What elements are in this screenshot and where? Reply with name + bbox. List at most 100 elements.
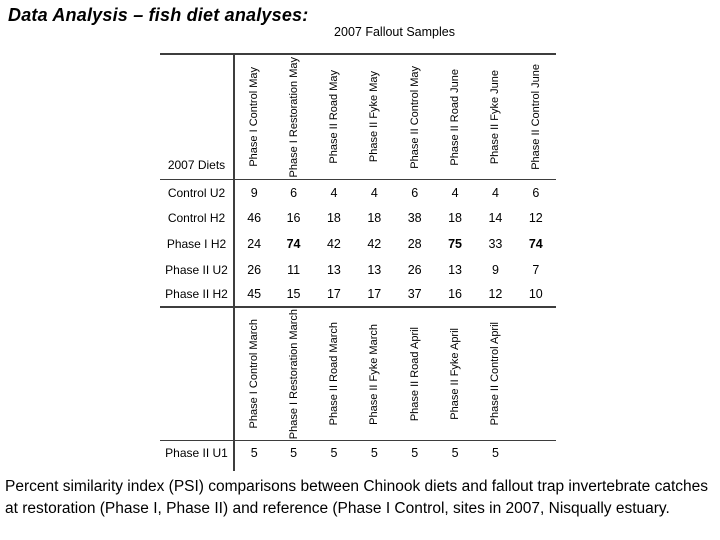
section1-header-row: 2007 Diets Phase I Control May Phase I R… [160,55,556,180]
column-header-cell: Phase I Control March [233,307,273,440]
psi-table: 2007 Diets Phase I Control May Phase I R… [160,53,556,471]
value-cell: 5 [411,445,419,460]
corner-cell-empty [160,308,233,440]
column-header-cell: Phase II Fyke April [435,308,475,440]
column-header: Phase II Control June [529,64,542,170]
row-label: Control U2 [167,185,226,200]
value-cell: 5 [451,445,459,460]
value-cell: 4 [330,185,338,200]
value-cell: 5 [330,445,338,460]
figure-caption: Percent similarity index (PSI) compariso… [5,478,709,517]
value-cell: 28 [407,236,422,251]
column-header-cell: Phase II Road June [435,55,475,179]
value-cell-empty [516,441,556,465]
column-header: Phase II Road May [327,70,340,164]
value-cell: 18 [367,211,382,226]
value-cell: 42 [326,236,341,251]
value-cell-highlighted: 74 [528,236,543,251]
table-row-phase1-h2: Phase I H2 24 74 42 42 28 75 33 74 [160,231,556,257]
table-divider-line [233,464,235,471]
diets-corner-label: 2007 Diets [167,158,226,172]
value-cell: 17 [326,287,341,302]
value-cell: 5 [491,445,499,460]
value-cell: 37 [407,287,422,302]
column-header-cell: Phase II Road May [314,55,354,179]
column-header: Phase I Restoration May [287,56,300,178]
column-header-cell: Phase I Control May [233,55,273,179]
value-cell: 5 [290,445,298,460]
column-header-cell: Phase II Road April [395,308,435,440]
value-cell: 13 [326,262,341,277]
table-row-control-h2: Control H2 46 16 18 18 38 18 14 12 [160,205,556,232]
section2-header-row: Phase I Control March Phase I Restoratio… [160,307,556,441]
value-cell: 13 [367,262,382,277]
table-row-phase2-h2: Phase II H2 45 15 17 17 37 16 12 10 [160,282,556,308]
value-cell: 9 [491,262,499,277]
row-label: Phase II H2 [165,287,228,302]
value-cell-highlighted: 74 [286,236,301,251]
column-header-cell: Phase II Control June [516,55,556,179]
value-cell: 5 [233,440,273,465]
value-cell: 9 [233,180,273,206]
value-cell: 17 [367,287,382,302]
value-cell: 6 [290,185,298,200]
value-cell: 12 [488,287,503,302]
column-header: Phase I Restoration March [287,308,300,440]
slide-title: Data Analysis – fish diet analyses: [8,5,309,25]
column-header: Phase II Control April [489,322,502,426]
column-header: Phase II Control May [408,65,421,169]
row-label: Phase I H2 [166,236,227,251]
value-cell: 4 [451,185,459,200]
column-header: Phase II Fyke May [368,71,381,163]
column-header: Phase II Fyke June [489,69,502,165]
value-cell: 6 [532,185,540,200]
value-cell: 13 [448,262,463,277]
column-header: Phase II Fyke April [449,328,462,420]
row-label: Phase II U2 [165,262,228,277]
row-label: Control H2 [167,211,226,226]
value-cell: 46 [233,205,273,232]
column-header-cell: Phase II Fyke March [354,308,394,440]
table-row-phase2-u1: Phase II U1 5 5 5 5 5 5 5 [160,440,556,465]
column-header: Phase I Control March [248,319,261,429]
corner-cell: 2007 Diets [160,55,233,179]
value-cell: 18 [326,211,341,226]
column-header: Phase I Control May [248,67,261,167]
column-header-cell: Phase I Restoration May [273,55,313,179]
value-cell: 16 [448,287,463,302]
table-row-phase2-u2: Phase II U2 26 11 13 13 26 13 9 7 [160,256,556,283]
column-header: Phase II Road June [449,68,462,166]
value-cell: 45 [233,282,273,306]
value-cell: 4 [370,185,378,200]
column-header-cell: Phase II Control April [475,308,515,440]
value-cell: 11 [287,262,301,277]
value-cell: 33 [488,236,503,251]
column-header-cell: Phase II Fyke May [354,55,394,179]
value-cell: 26 [407,262,422,277]
value-cell: 26 [233,256,273,283]
column-header-cell: Phase II Control May [395,55,435,179]
value-cell: 6 [411,185,419,200]
value-cell: 16 [286,211,301,226]
value-cell: 24 [233,231,273,257]
value-cell: 10 [528,287,543,302]
column-header-cell: Phase II Fyke June [475,55,515,179]
value-cell: 5 [370,445,378,460]
column-header-cell: Phase II Road March [314,308,354,440]
value-cell: 12 [528,211,543,226]
value-cell: 38 [407,211,422,226]
value-cell: 18 [448,211,463,226]
table-row-control-u2: Control U2 9 6 4 4 6 4 4 6 [160,180,556,206]
column-header-cell: Phase I Restoration March [273,308,313,440]
row-label: Phase II U1 [165,445,228,460]
column-header: Phase II Road March [327,322,340,426]
value-cell: 15 [286,287,301,302]
column-header-cell-empty [516,308,556,440]
fallout-samples-header: 2007 Fallout Samples [334,25,455,39]
column-header: Phase II Fyke March [368,323,381,425]
value-cell: 14 [488,211,503,226]
value-cell: 7 [532,262,540,277]
value-cell: 4 [491,185,499,200]
value-cell-highlighted: 75 [448,236,463,251]
